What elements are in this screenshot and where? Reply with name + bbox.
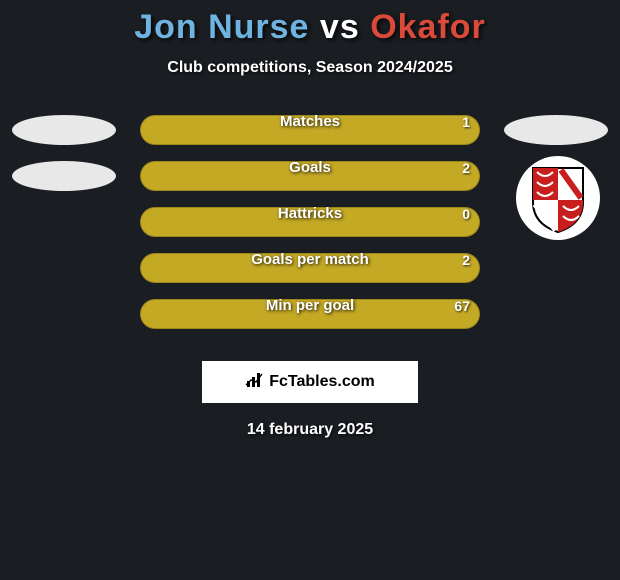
player-right-name: Okafor bbox=[370, 8, 486, 46]
stat-row: Matches1 bbox=[0, 107, 620, 153]
stat-label: Matches bbox=[140, 113, 480, 130]
left-graphic-slot bbox=[8, 245, 120, 291]
stat-label: Min per goal bbox=[140, 297, 480, 314]
stat-value-right: 0 bbox=[462, 206, 470, 222]
left-graphic-slot bbox=[8, 153, 120, 199]
subtitle: Club competitions, Season 2024/2025 bbox=[0, 59, 620, 77]
stat-label: Goals per match bbox=[140, 251, 480, 268]
left-graphic-slot bbox=[8, 107, 120, 153]
player-photo-placeholder bbox=[12, 115, 116, 145]
stat-value-right: 2 bbox=[462, 160, 470, 176]
stat-value-right: 67 bbox=[454, 298, 470, 314]
right-graphic-slot bbox=[500, 291, 612, 337]
left-graphic-slot bbox=[8, 291, 120, 337]
player-photo-placeholder bbox=[12, 161, 116, 191]
fctables-logo[interactable]: FcTables.com bbox=[202, 361, 418, 403]
club-badge bbox=[516, 156, 600, 240]
stat-row: Min per goal67 bbox=[0, 291, 620, 337]
stat-value-right: 2 bbox=[462, 252, 470, 268]
logo-text: FcTables.com bbox=[269, 373, 375, 391]
player-left-name: Jon Nurse bbox=[134, 8, 309, 46]
player-photo-placeholder bbox=[504, 115, 608, 145]
chart-bars-icon bbox=[245, 371, 265, 394]
right-graphic-slot bbox=[500, 245, 612, 291]
vs-text: vs bbox=[320, 8, 360, 46]
left-graphic-slot bbox=[8, 199, 120, 245]
date-text: 14 february 2025 bbox=[0, 421, 620, 439]
shield-icon bbox=[525, 162, 591, 234]
stat-row: Goals per match2 bbox=[0, 245, 620, 291]
stat-label: Goals bbox=[140, 159, 480, 176]
stats-container: Matches1Goals2Hattricks0Goals per match2… bbox=[0, 107, 620, 337]
right-graphic-slot bbox=[500, 107, 612, 153]
stat-label: Hattricks bbox=[140, 205, 480, 222]
page-title: Jon Nurse vs Okafor bbox=[0, 8, 620, 47]
stat-value-right: 1 bbox=[462, 114, 470, 130]
